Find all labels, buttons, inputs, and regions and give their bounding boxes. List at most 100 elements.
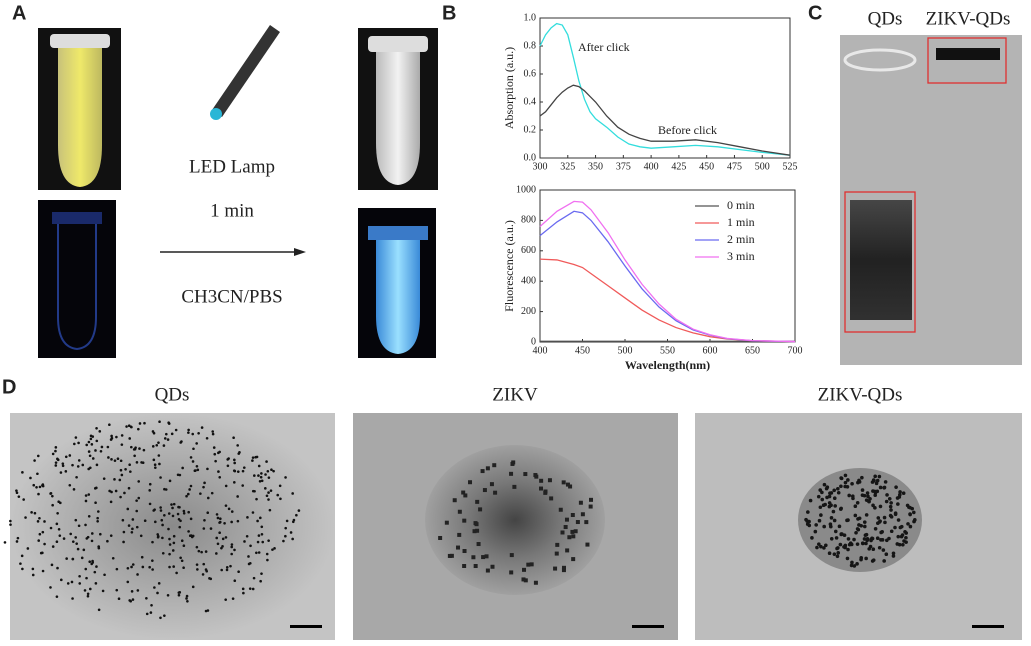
- particle: [151, 559, 154, 562]
- particle: [829, 536, 834, 541]
- particle: [845, 485, 850, 489]
- particle: [195, 464, 199, 468]
- particle: [167, 527, 170, 531]
- particle: [893, 525, 897, 530]
- lane-label: ZIKV-QDs: [926, 8, 1011, 29]
- particle: [237, 570, 240, 574]
- particle: [65, 557, 68, 560]
- particle: [523, 472, 528, 477]
- particle: [96, 519, 99, 523]
- particle: [100, 445, 104, 449]
- particle: [51, 545, 55, 548]
- particle: [521, 577, 526, 582]
- particle: [111, 556, 115, 560]
- particle: [242, 591, 245, 595]
- particle: [178, 591, 182, 594]
- particle: [38, 485, 42, 489]
- particle: [88, 560, 92, 564]
- particle: [168, 543, 172, 546]
- particle: [178, 525, 182, 529]
- particle: [912, 510, 916, 515]
- particle: [29, 476, 32, 480]
- particle: [831, 509, 836, 514]
- particle: [291, 537, 294, 541]
- particle: [804, 517, 808, 522]
- particle: [164, 488, 168, 491]
- particle: [864, 513, 869, 517]
- particle: [855, 542, 860, 546]
- particle: [91, 561, 95, 564]
- particle: [85, 443, 89, 447]
- particle: [176, 512, 180, 516]
- particle: [901, 542, 905, 547]
- particle: [565, 548, 570, 553]
- particle: [36, 520, 40, 523]
- particle: [251, 587, 255, 591]
- particle: [156, 533, 160, 536]
- particle: [95, 486, 98, 490]
- particle: [836, 490, 841, 495]
- particle: [148, 502, 152, 506]
- particle: [822, 546, 826, 550]
- particle: [578, 500, 583, 505]
- particle: [219, 517, 222, 521]
- particle: [191, 460, 195, 463]
- particle: [860, 488, 865, 492]
- particle: [206, 609, 210, 612]
- particle: [71, 557, 75, 561]
- particle: [230, 543, 234, 546]
- particle: [289, 531, 293, 534]
- particle: [90, 539, 94, 543]
- particle: [839, 476, 844, 481]
- particle: [129, 470, 132, 473]
- particle: [893, 511, 898, 516]
- particle: [95, 463, 99, 467]
- particle: [209, 527, 213, 530]
- particle: [233, 579, 237, 583]
- particle: [131, 527, 134, 531]
- particle: [122, 530, 126, 534]
- particle: [855, 527, 860, 531]
- particle: [843, 473, 848, 478]
- particle: [15, 491, 19, 495]
- x-tick-label: 450: [699, 161, 714, 172]
- particle: [832, 488, 837, 493]
- particle: [241, 484, 245, 487]
- particle: [268, 508, 272, 512]
- particle: [21, 567, 24, 571]
- particle: [118, 478, 122, 482]
- particle: [203, 519, 206, 522]
- particle: [85, 576, 88, 580]
- particle: [59, 471, 63, 474]
- particle: [89, 437, 93, 441]
- particle: [860, 475, 864, 480]
- particle: [148, 565, 151, 569]
- particle: [180, 539, 184, 543]
- particle: [142, 448, 146, 452]
- particle: [822, 524, 826, 529]
- particle: [859, 557, 863, 562]
- particle: [473, 521, 478, 526]
- particle: [888, 513, 893, 518]
- series-annotation: Before click: [658, 123, 717, 137]
- particle: [251, 459, 254, 462]
- x-tick-label: 500: [755, 161, 770, 172]
- particle: [84, 523, 87, 527]
- particle: [898, 490, 902, 494]
- particle: [904, 535, 908, 540]
- particle: [172, 565, 175, 568]
- particle: [9, 523, 12, 526]
- particle: [168, 479, 172, 483]
- particle: [170, 503, 173, 506]
- particle: [199, 492, 202, 495]
- particle: [260, 525, 264, 529]
- particle: [196, 468, 200, 472]
- particle: [265, 494, 269, 498]
- particle: [871, 558, 876, 562]
- particle: [73, 442, 76, 446]
- particle: [865, 491, 870, 495]
- particle: [95, 426, 98, 430]
- particle: [115, 588, 119, 592]
- tem-title: ZIKV-QDs: [818, 384, 903, 405]
- time-label: 1 min: [210, 200, 254, 221]
